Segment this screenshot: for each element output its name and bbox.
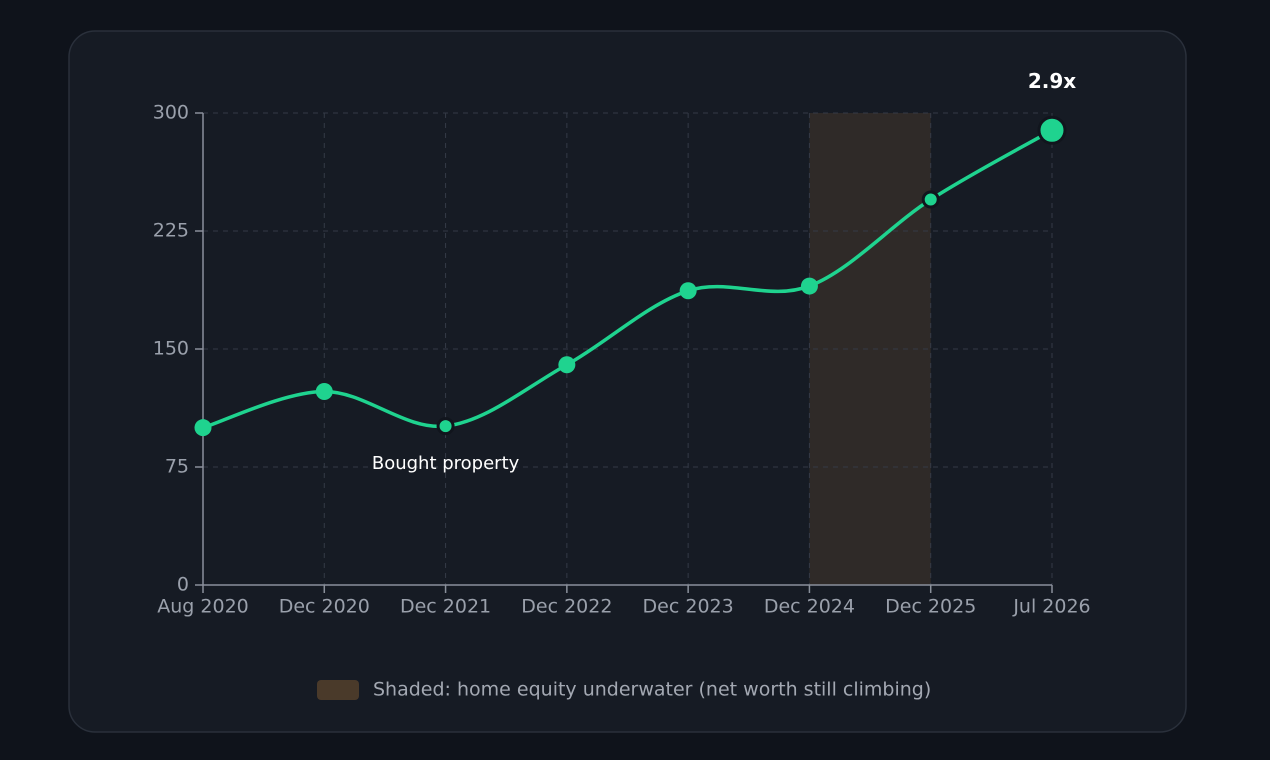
legend-swatch: [317, 680, 359, 700]
x-tick-label: Jul 2026: [1012, 596, 1090, 618]
x-tick-label: Dec 2022: [521, 596, 612, 618]
y-tick-label: 150: [153, 338, 189, 360]
data-point: [800, 277, 818, 295]
x-tick-label: Dec 2023: [643, 596, 734, 618]
data-point: [679, 282, 697, 300]
x-tick-label: Dec 2024: [764, 596, 855, 618]
legend-label: Shaded: home equity underwater (net wort…: [373, 679, 931, 701]
data-point: [436, 417, 455, 436]
y-tick-label: 75: [165, 456, 189, 478]
data-point: [315, 382, 333, 400]
data-point: [921, 190, 940, 209]
y-tick-label: 300: [153, 102, 189, 124]
card: [68, 30, 1187, 733]
data-point: [558, 356, 576, 374]
x-tick-label: Dec 2025: [885, 596, 976, 618]
x-tick-label: Aug 2020: [157, 596, 249, 618]
data-point: [1037, 115, 1067, 145]
annotation: Bought property: [372, 453, 520, 474]
shaded-region: [809, 113, 931, 585]
data-point: [194, 419, 212, 437]
y-tick-label: 225: [153, 220, 189, 242]
series-line: [202, 128, 1053, 430]
annotation: 2.9x: [1028, 69, 1076, 93]
x-tick-label: Dec 2021: [400, 596, 491, 618]
y-tick-label: 0: [177, 574, 189, 596]
x-tick-label: Dec 2020: [279, 596, 370, 618]
